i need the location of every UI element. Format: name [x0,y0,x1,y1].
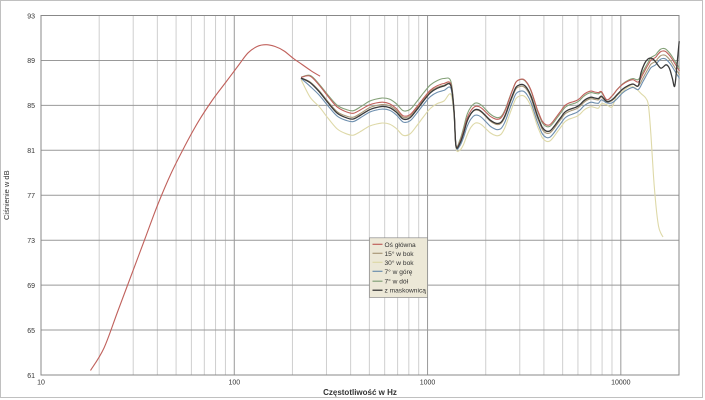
svg-text:85: 85 [27,103,35,110]
svg-text:7° w dół: 7° w dół [385,278,409,286]
svg-text:65: 65 [27,328,35,335]
svg-text:7° w górę: 7° w górę [385,268,413,276]
svg-text:15° w bok: 15° w bok [385,250,415,258]
svg-text:10: 10 [37,380,45,387]
svg-text:Oś główna: Oś główna [385,242,416,249]
svg-text:30° w bok: 30° w bok [385,259,415,267]
svg-text:81: 81 [27,148,35,155]
svg-text:100: 100 [228,380,240,387]
svg-text:10000: 10000 [611,380,631,387]
svg-text:1000: 1000 [420,380,436,387]
svg-text:69: 69 [27,283,35,290]
svg-text:77: 77 [27,193,35,200]
svg-text:89: 89 [27,58,35,65]
svg-text:61: 61 [27,373,35,380]
svg-text:Ciśnienie w dB: Ciśnienie w dB [2,170,11,220]
svg-text:Częstotliwość w Hz: Częstotliwość w Hz [323,388,397,397]
svg-text:z maskownicą: z maskownicą [385,288,427,295]
svg-text:73: 73 [27,238,35,245]
svg-text:93: 93 [27,13,35,20]
